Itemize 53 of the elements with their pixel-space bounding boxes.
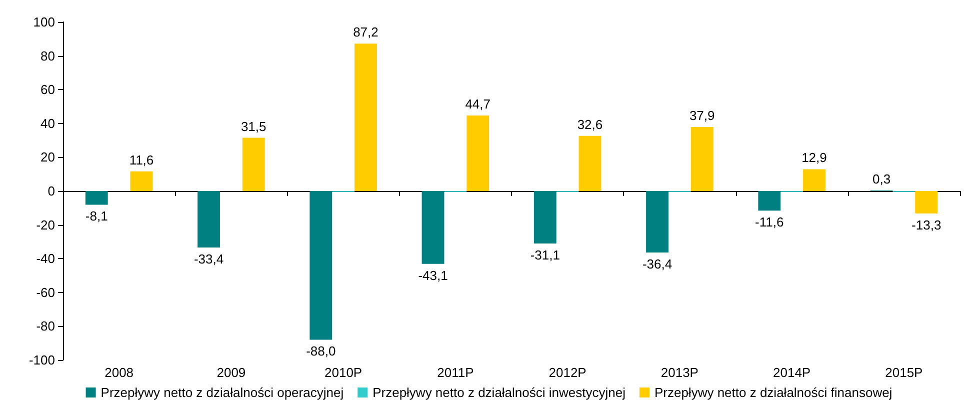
data-label: -11,6 [755, 214, 784, 230]
data-label: 0,3 [872, 171, 891, 186]
bar [85, 191, 108, 205]
y-tick-label: -60 [36, 284, 55, 300]
data-label: 32,6 [577, 116, 603, 132]
y-tick-label: 100 [33, 14, 55, 30]
bar [578, 136, 602, 191]
x-tick-label: 2013P [660, 365, 698, 380]
x-tick-label: 2015P [885, 365, 923, 380]
y-tick-label: -20 [36, 217, 55, 232]
data-label: -31,1 [530, 248, 560, 263]
y-tick-label: -100 [28, 352, 55, 368]
y-tick-label: 40 [40, 116, 55, 131]
x-tick-label: 2011P [437, 365, 474, 380]
y-tick-label: 80 [40, 48, 55, 64]
y-tick-label: 0 [48, 184, 55, 198]
y-tick-label: -80 [36, 318, 55, 334]
data-label: 11,6 [129, 152, 154, 168]
bar [354, 44, 377, 191]
data-label: -13,3 [912, 217, 942, 232]
x-tick-label: 2010P [324, 365, 362, 380]
legend-label: Przepływy netto z działalności inwestycyjnej [372, 385, 626, 400]
bar [803, 169, 826, 191]
x-tick-label: 2014P [773, 365, 811, 380]
data-label: -33,4 [194, 251, 224, 266]
bar [310, 191, 332, 340]
bar [646, 191, 668, 253]
data-label: 44,7 [465, 96, 491, 112]
bar [242, 138, 265, 191]
data-label: 37,9 [689, 108, 715, 123]
data-label: -36,4 [642, 256, 672, 272]
x-tick-label: 2008 [104, 365, 134, 380]
x-tick-label: 2012P [548, 365, 586, 380]
bar [758, 191, 781, 211]
bar [422, 191, 444, 264]
bar [690, 126, 714, 191]
data-label: 31,5 [240, 118, 266, 134]
data-label: 12,9 [802, 150, 827, 166]
data-label: -88,0 [306, 344, 336, 359]
bar [198, 191, 220, 248]
bar [130, 171, 153, 191]
data-label: -8,1 [85, 208, 108, 224]
bar [466, 115, 490, 191]
y-tick-label: -40 [36, 251, 55, 266]
legend-label: Przepływy netto z działalności operacyjnej [100, 385, 344, 400]
data-label: 87,2 [353, 24, 378, 40]
y-tick-label: 60 [40, 82, 55, 98]
bar [534, 191, 556, 244]
legend-label: Przepływy netto z działalności finansowej [654, 385, 892, 400]
x-tick-label: 2009 [216, 365, 246, 380]
bar [915, 191, 938, 214]
y-tick-label: 20 [40, 150, 55, 165]
data-label: -43,1 [418, 268, 448, 283]
